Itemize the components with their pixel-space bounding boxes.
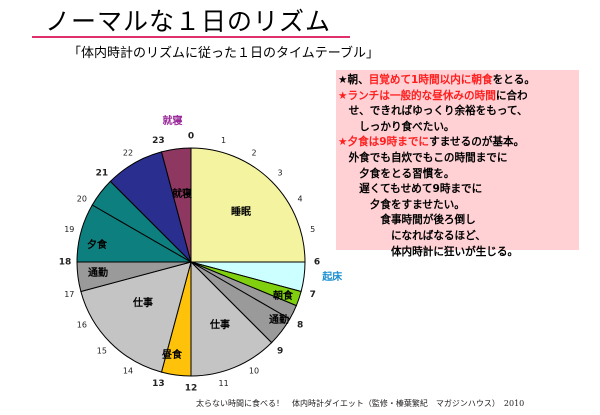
slice-label: 昼食 xyxy=(162,348,183,361)
note-text: になればなるほど、 xyxy=(338,229,486,242)
footer-citation: 太らない時間に食べる！ 体内時計ダイエット（監修・榛葉繁紀 マガジンハウス） 2… xyxy=(196,399,525,408)
hour-tick-label: 13 xyxy=(152,379,165,389)
note-line: ★ランチは一般的な昼休みの時間に合わ xyxy=(338,89,577,105)
note-line: せ、できればゆっくり余裕をもって、 xyxy=(338,104,577,120)
hour-tick-label: 7 xyxy=(310,290,316,300)
note-text: 体内時計に狂いが生じる。 xyxy=(338,245,519,258)
hour-tick-label: 10 xyxy=(249,367,259,376)
hour-tick-label: 1 xyxy=(221,136,226,145)
hour-tick-label: 23 xyxy=(152,136,165,146)
note-highlight: 目覚めて1時間以内に朝食 xyxy=(368,74,493,86)
hour-tick-label: 6 xyxy=(314,258,320,268)
chart-annotation: 就寝 xyxy=(163,114,183,127)
hour-tick-label: 15 xyxy=(97,347,107,356)
note-line: になればなるほど、 xyxy=(338,229,577,245)
hour-tick-label: 3 xyxy=(278,168,283,177)
note-highlight: ★夕食は9時までに xyxy=(338,136,430,149)
note-line: 夕食をとる習慣を。 xyxy=(338,167,577,183)
slice-label: 睡眠 xyxy=(231,205,251,218)
pie-slice xyxy=(160,147,192,263)
note-text: ★朝、 xyxy=(338,74,369,86)
note-line: ★夕食は9時までにすませるのが基本。 xyxy=(338,135,577,151)
page-title: ノーマルな１日のリズム xyxy=(45,7,332,36)
hour-tick-label: 18 xyxy=(59,258,72,268)
hour-tick-label: 8 xyxy=(297,321,303,331)
hour-tick-label: 5 xyxy=(310,225,315,234)
pie-slice xyxy=(80,261,192,373)
hour-tick-label: 12 xyxy=(185,384,198,394)
hour-tick-label: 21 xyxy=(96,168,109,178)
slice-label: 仕事 xyxy=(132,296,153,309)
notes-box: ★朝、目覚めて1時間以内に朝食をとる。 ★ランチは一般的な昼休みの時間に合わ せ… xyxy=(336,70,579,258)
hour-tick-label: 20 xyxy=(77,195,87,204)
note-line: 食事時間が後ろ倒し xyxy=(338,213,577,229)
hour-tick-label: 22 xyxy=(123,148,133,157)
hour-tick-label: 11 xyxy=(219,379,229,388)
note-text: 夕食をすませたい。 xyxy=(338,198,465,211)
slice-label: 通勤 xyxy=(88,266,108,279)
slice-label: 夕食 xyxy=(87,238,108,251)
hour-tick-label: 9 xyxy=(277,347,283,357)
pie-slice xyxy=(190,147,306,263)
note-text: 夕食をとる習慣を。 xyxy=(338,167,455,180)
note-text: に合わ xyxy=(495,89,528,102)
pie-slice xyxy=(190,260,273,377)
slice-label: 就寝 xyxy=(172,187,192,200)
note-text: せ、できればゆっくり余裕をもって、 xyxy=(338,105,528,118)
chart-annotation: 起床 xyxy=(321,270,343,283)
note-line: ★朝、目覚めて1時間以内に朝食をとる。 xyxy=(338,73,577,89)
pie-slices xyxy=(76,147,306,377)
hour-tick-label: 0 xyxy=(188,132,194,142)
note-text: 遅くてもせめて9時までに xyxy=(338,183,483,196)
note-line: 外食でも自炊でもこの時間までに xyxy=(338,151,577,167)
note-highlight: ★ランチは一般的な昼休みの時間 xyxy=(338,89,496,102)
slice-label: 通勤 xyxy=(269,313,289,326)
note-text: をとる。 xyxy=(492,74,535,86)
page-subtitle: 「体内時計のリズムに従った１日のタイムテーブル」 xyxy=(68,46,379,61)
note-line: 遅くてもせめて9時までに xyxy=(338,182,577,198)
note-line: 夕食をすませたい。 xyxy=(338,198,577,214)
hour-tick-label: 17 xyxy=(64,290,74,299)
slice-label: 朝食 xyxy=(273,289,294,302)
hour-tick-label: 19 xyxy=(64,225,74,234)
note-text: しっかり食べたい。 xyxy=(338,120,455,133)
note-text: すませるのが基本。 xyxy=(429,136,525,149)
title-underline xyxy=(32,36,350,38)
note-line: しっかり食べたい。 xyxy=(338,120,577,136)
note-line: 体内時計に狂いが生じる。 xyxy=(338,245,577,261)
slice-label: 仕事 xyxy=(209,318,230,331)
hour-tick-label: 14 xyxy=(123,367,133,376)
note-text: 外食でも自炊でもこの時間までに xyxy=(338,151,508,164)
hour-tick-label: 4 xyxy=(298,195,303,204)
note-text: 食事時間が後ろ倒し xyxy=(338,214,476,227)
hour-tick-label: 2 xyxy=(251,148,256,157)
hour-tick-label: 16 xyxy=(77,321,87,330)
